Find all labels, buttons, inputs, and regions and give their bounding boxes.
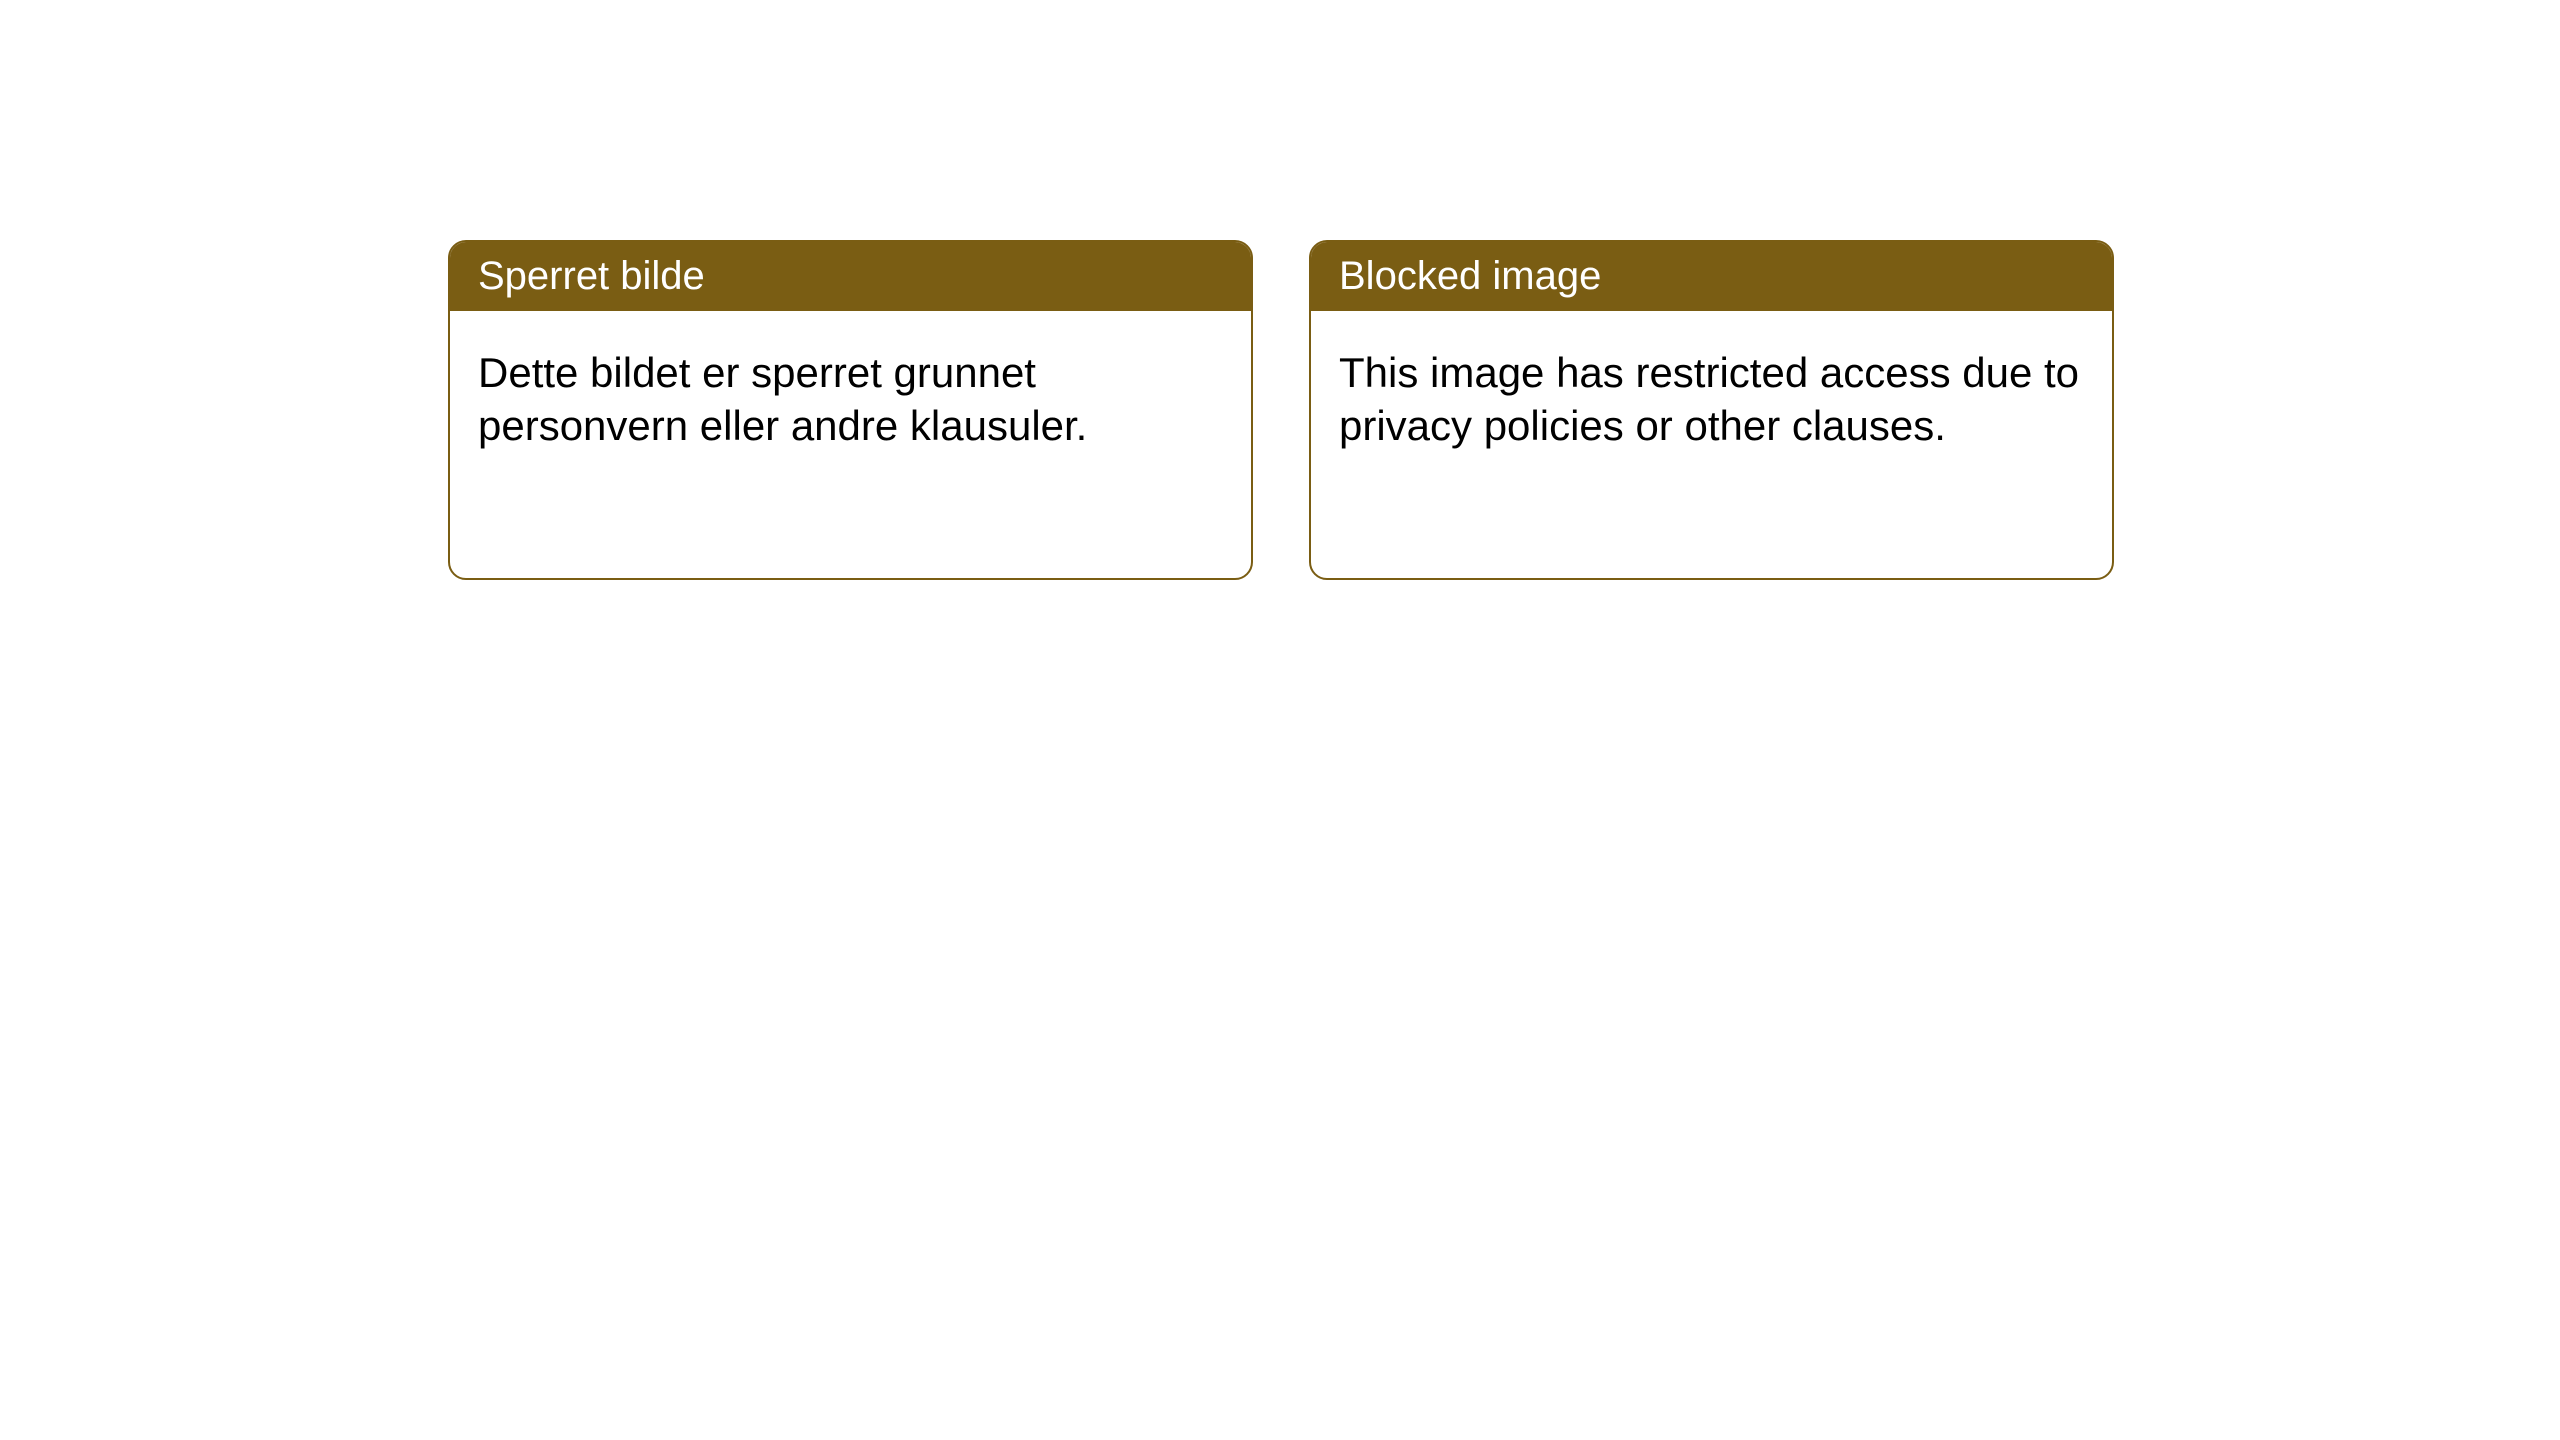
notice-header: Sperret bilde xyxy=(450,242,1251,311)
notice-card-norwegian: Sperret bilde Dette bildet er sperret gr… xyxy=(448,240,1253,580)
notice-header: Blocked image xyxy=(1311,242,2112,311)
notice-body: Dette bildet er sperret grunnet personve… xyxy=(450,311,1251,488)
notice-card-english: Blocked image This image has restricted … xyxy=(1309,240,2114,580)
notice-body: This image has restricted access due to … xyxy=(1311,311,2112,488)
notice-container: Sperret bilde Dette bildet er sperret gr… xyxy=(448,240,2114,580)
